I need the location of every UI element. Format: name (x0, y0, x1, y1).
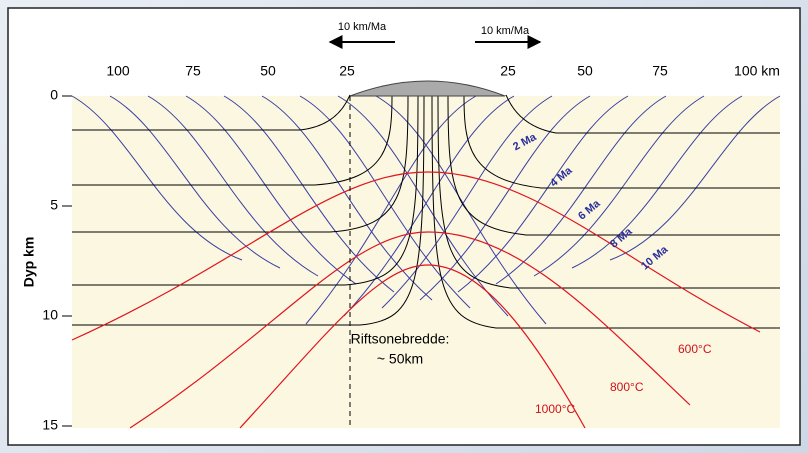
section (72, 96, 780, 428)
streamline (72, 95, 393, 186)
x-tick-label: 50 (577, 63, 593, 79)
isochron (457, 95, 629, 293)
annotation: ~ 50km (377, 351, 423, 367)
y-tick-label: 5 (50, 197, 58, 213)
curves (71, 94, 781, 429)
isochron (375, 95, 547, 325)
x-tick-label: 75 (185, 63, 201, 79)
streamline (505, 94, 780, 134)
annotation: Riftsonebredde: (351, 331, 450, 347)
isochron (495, 95, 667, 285)
isotherm-label: 800°C (610, 380, 644, 394)
streamline (72, 94, 351, 131)
isochron (571, 95, 743, 269)
x-tick-label: 100 km (734, 63, 780, 79)
isochron (533, 95, 705, 277)
isochron (337, 95, 509, 317)
x-tick-label: 100 (106, 63, 130, 79)
isochron (609, 95, 781, 261)
isotherm (71, 171, 761, 341)
isotherm-label: 600°C (678, 342, 712, 356)
streamline (431, 95, 780, 329)
isochron (305, 95, 477, 325)
streamline (72, 95, 409, 233)
x-tick-label: 25 (339, 63, 355, 79)
velocity-label: 10 km/Ma (481, 25, 530, 37)
isochron (109, 95, 281, 269)
isochron (185, 95, 357, 285)
y-axis-title: Dyp km (21, 237, 37, 288)
x-tick-label: 50 (260, 63, 276, 79)
x-tick-label: 25 (500, 63, 516, 79)
isochron (147, 95, 319, 277)
streamline (72, 95, 425, 326)
isotherm-label: 1000°C (535, 402, 575, 416)
streamline (447, 95, 780, 236)
isochron (71, 95, 243, 261)
streamline (463, 95, 780, 189)
y-tick-label: 15 (42, 417, 58, 433)
isochron (343, 95, 515, 317)
isochron (223, 95, 395, 293)
streamline (437, 95, 780, 289)
isotherm (239, 264, 586, 429)
x-tick-label: 75 (652, 63, 668, 79)
streamline (72, 95, 419, 286)
y-tick-label: 10 (42, 307, 58, 323)
ridge (349, 80, 506, 97)
isochron (381, 95, 553, 309)
isotherm (129, 231, 691, 429)
velocity-label: 10 km/Ma (338, 21, 387, 33)
isochron (419, 95, 591, 301)
isochron (261, 95, 433, 301)
y-tick-label: 0 (50, 87, 58, 103)
